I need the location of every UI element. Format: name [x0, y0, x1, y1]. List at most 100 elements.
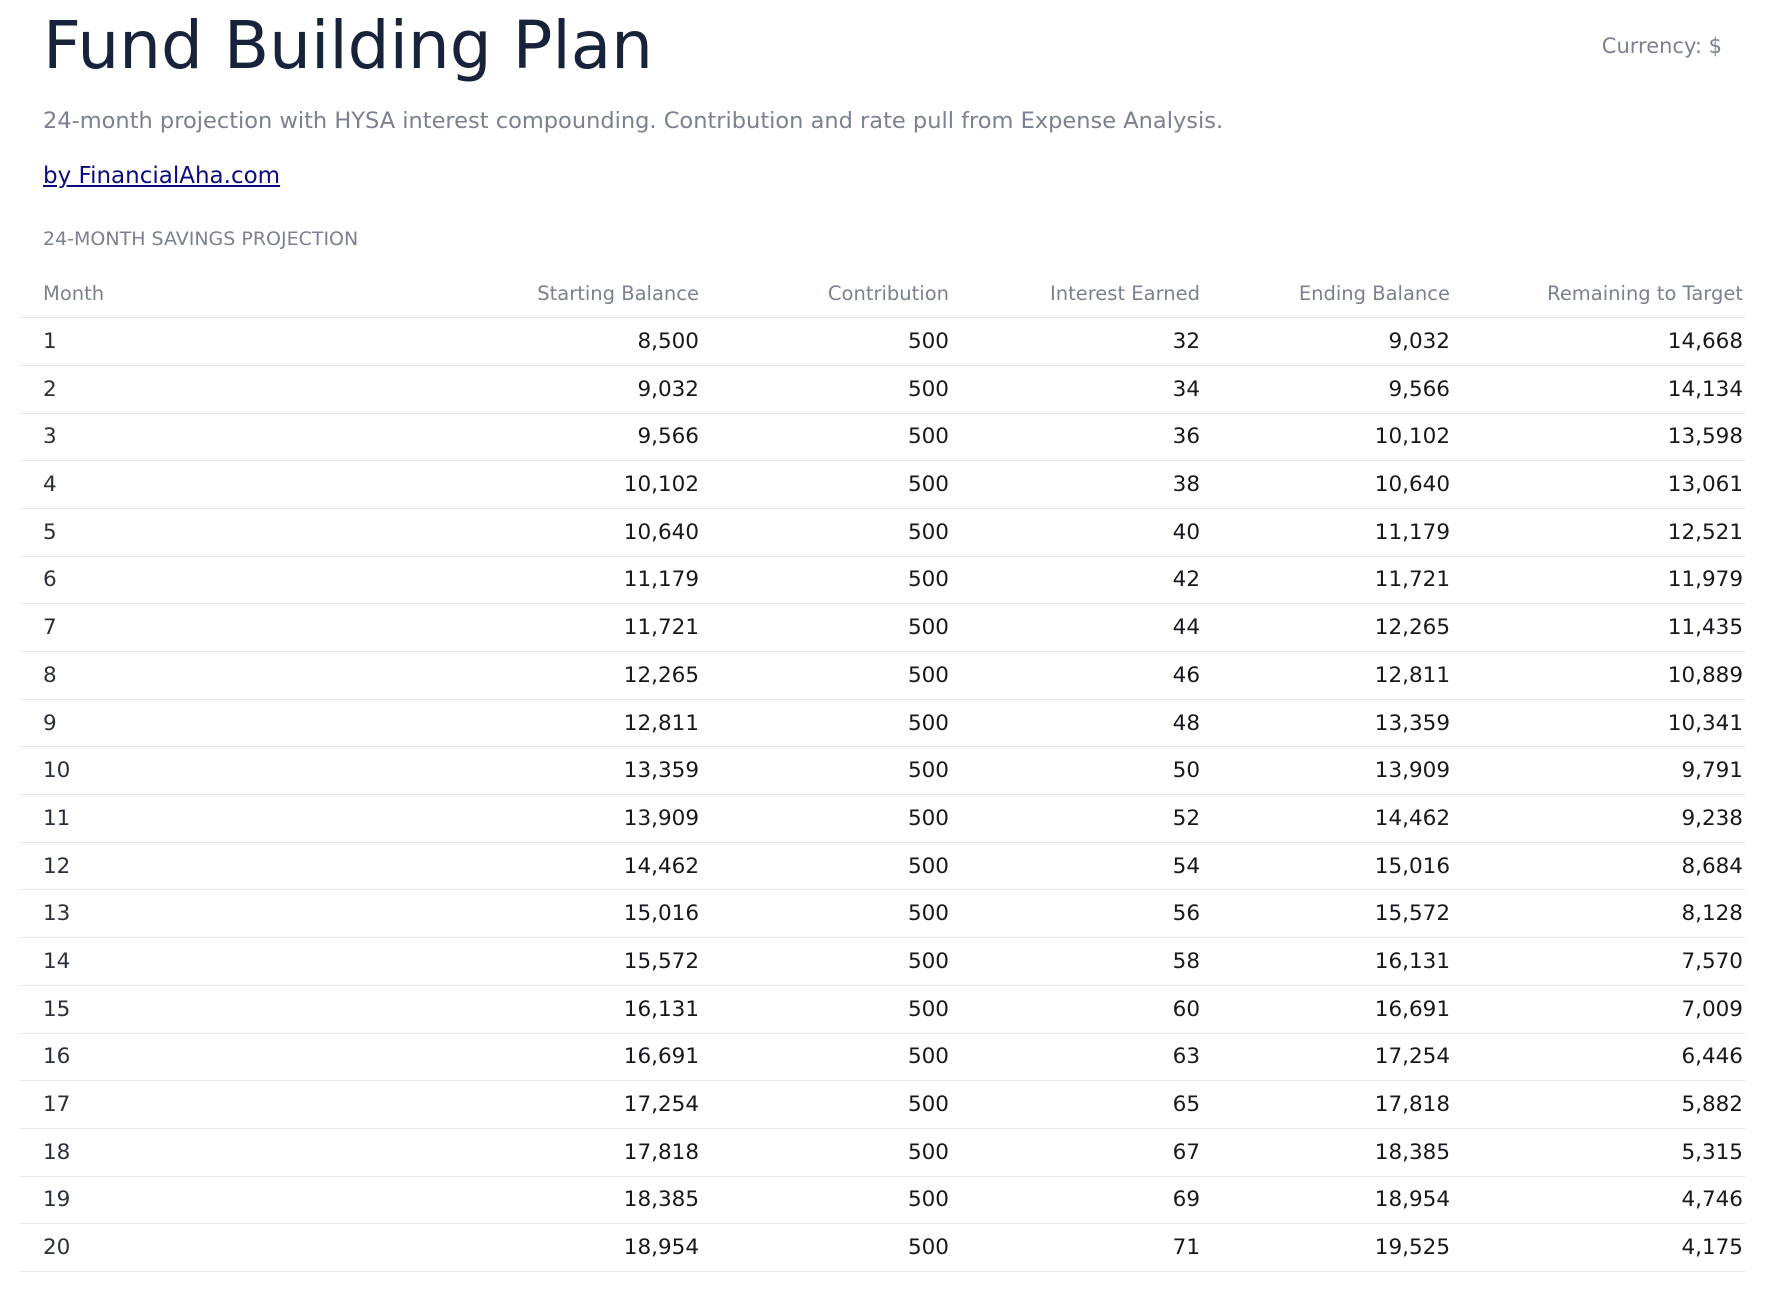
cell: 7: [20, 603, 450, 652]
table-row: 20 18,954 500 71 19,525 4,175: [20, 1223, 1745, 1272]
cell: 11,979: [1452, 556, 1745, 605]
column-header: Interest Earned: [951, 270, 1202, 319]
cell: 500: [701, 1128, 951, 1177]
cell: 500: [701, 937, 951, 986]
cell: 13,598: [1452, 413, 1745, 462]
cell: 36: [951, 413, 1202, 462]
cell: 42: [951, 556, 1202, 605]
cell: 10,102: [450, 460, 701, 509]
cell: 11: [20, 794, 450, 843]
cell: 6,446: [1452, 1033, 1745, 1082]
table-row: 1 8,500 500 32 9,032 14,668: [20, 317, 1745, 366]
cell: 500: [701, 603, 951, 652]
cell: 18,954: [1202, 1176, 1452, 1225]
cell: 500: [701, 889, 951, 939]
cell: 46: [951, 651, 1202, 700]
cell: 60: [951, 985, 1202, 1034]
table-row: 16 16,691 500 63 17,254 6,446: [20, 1033, 1745, 1082]
cell: 500: [701, 794, 951, 843]
cell: 8: [20, 651, 450, 700]
table-row: 7 11,721 500 44 12,265 11,435: [20, 603, 1745, 652]
cell: 18: [20, 1128, 450, 1177]
cell: 56: [951, 889, 1202, 939]
cell: 10,889: [1452, 651, 1745, 700]
cell: 11,721: [450, 603, 701, 652]
cell: 500: [701, 842, 951, 891]
cell: 12,811: [1202, 651, 1452, 700]
cell: 16: [20, 1033, 450, 1082]
cell: 500: [701, 1080, 951, 1129]
cell: 12,521: [1452, 508, 1745, 557]
table-row: 12 14,462 500 54 15,016 8,684: [20, 842, 1745, 891]
cell: 58: [951, 937, 1202, 986]
cell: 5,315: [1452, 1128, 1745, 1177]
cell: 34: [951, 365, 1202, 414]
cell: 14: [20, 937, 450, 986]
cell: 5,882: [1452, 1080, 1745, 1129]
cell: 500: [701, 508, 951, 557]
cell: 63: [951, 1033, 1202, 1082]
cell: 10,640: [450, 508, 701, 557]
cell: 9,032: [450, 365, 701, 414]
cell: 9: [20, 699, 450, 748]
cell: 20: [20, 1223, 450, 1272]
cell: 15,016: [1202, 842, 1452, 891]
table-row: 11 13,909 500 52 14,462 9,238: [20, 794, 1745, 843]
table-body: 1 8,500 500 32 9,032 14,668 2 9,032 500 34 9,566 14…: [20, 317, 1745, 1272]
cell: 18,385: [1202, 1128, 1452, 1177]
cell: 500: [701, 651, 951, 700]
cell: 48: [951, 699, 1202, 748]
cell: 8,684: [1452, 842, 1745, 891]
table-row: 8 12,265 500 46 12,811 10,889: [20, 651, 1745, 700]
cell: 38: [951, 460, 1202, 509]
cell: 3: [20, 413, 450, 462]
table-row: 17 17,254 500 65 17,818 5,882: [20, 1080, 1745, 1129]
currency: Currency: $: [1601, 34, 1722, 58]
cell: 54: [951, 842, 1202, 891]
cell: 15,572: [450, 937, 701, 986]
table-row: 13 15,016 500 56 15,572 8,128: [20, 889, 1745, 939]
cell: 13,909: [450, 794, 701, 843]
cell: 17,254: [450, 1080, 701, 1129]
cell: 7,009: [1452, 985, 1745, 1034]
cell: 10,341: [1452, 699, 1745, 748]
cell: 500: [701, 413, 951, 462]
cell: 500: [701, 556, 951, 605]
cell: 19,525: [1202, 1223, 1452, 1272]
cell: 44: [951, 603, 1202, 652]
cell: 500: [701, 699, 951, 748]
cell: 12,811: [450, 699, 701, 748]
cell: 9,566: [1202, 365, 1452, 414]
cell: 11,179: [1202, 508, 1452, 557]
cell: 11,435: [1452, 603, 1745, 652]
cell: 67: [951, 1128, 1202, 1177]
header-row: Month Starting Balance Contribution Interes…: [20, 270, 1745, 319]
cell: 1: [20, 317, 450, 366]
cell: 17,254: [1202, 1033, 1452, 1082]
cell: 17: [20, 1080, 450, 1129]
cell: 13,359: [1202, 699, 1452, 748]
table-row: 19 18,385 500 69 18,954 4,746: [20, 1176, 1745, 1225]
table-row: 9 12,811 500 48 13,359 10,341: [20, 699, 1745, 748]
cell: 12,265: [450, 651, 701, 700]
cell: 69: [951, 1176, 1202, 1225]
table-row: 2 9,032 500 34 9,566 14,134: [20, 365, 1745, 414]
cell: 16,131: [1202, 937, 1452, 986]
table-row: 5 10,640 500 40 11,179 12,521: [20, 508, 1745, 557]
cell: 500: [701, 460, 951, 509]
cell: 9,791: [1452, 746, 1745, 796]
cell: 52: [951, 794, 1202, 843]
cell: 13,359: [450, 746, 701, 796]
cell: 4,175: [1452, 1223, 1745, 1272]
cell: 8,500: [450, 317, 701, 366]
cell: 12,265: [1202, 603, 1452, 652]
link[interactable]: by FinancialAha.com: [43, 163, 281, 189]
table-row: 14 15,572 500 58 16,131 7,570: [20, 937, 1745, 986]
cell: 14,134: [1452, 365, 1745, 414]
cell: 6: [20, 556, 450, 605]
cell: 9,566: [450, 413, 701, 462]
cell: 11,179: [450, 556, 701, 605]
cell: 4: [20, 460, 450, 509]
table-row: 10 13,359 500 50 13,909 9,791: [20, 746, 1745, 796]
